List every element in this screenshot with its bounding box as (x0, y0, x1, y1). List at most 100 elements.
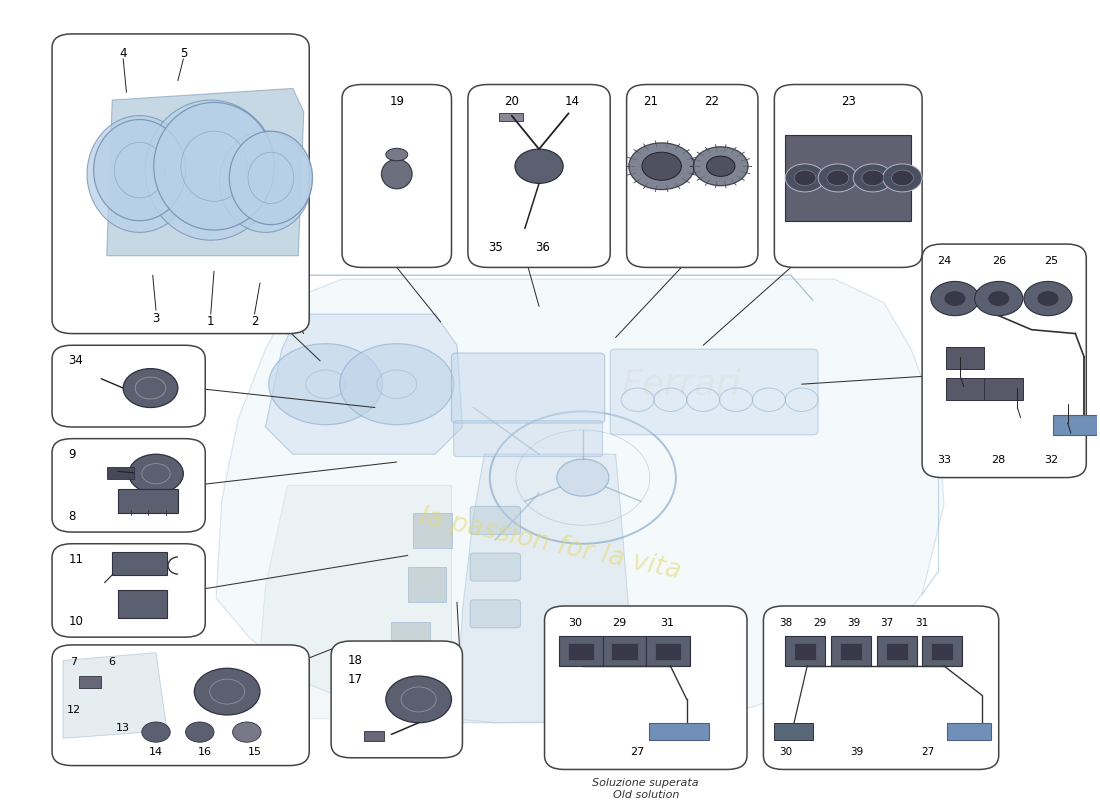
Text: 37: 37 (880, 618, 893, 628)
Text: 5: 5 (179, 47, 187, 60)
FancyBboxPatch shape (610, 349, 818, 434)
Bar (118, 490, 178, 513)
FancyBboxPatch shape (470, 600, 520, 628)
Text: 20: 20 (504, 95, 519, 108)
Bar (107, 466, 134, 479)
Circle shape (975, 282, 1023, 316)
FancyBboxPatch shape (52, 34, 309, 334)
Text: 26: 26 (992, 256, 1005, 266)
Bar (408, 567, 446, 602)
FancyBboxPatch shape (774, 85, 922, 267)
Circle shape (232, 722, 261, 742)
Circle shape (931, 282, 979, 316)
FancyBboxPatch shape (52, 645, 309, 766)
Text: 8: 8 (68, 510, 76, 523)
Circle shape (186, 722, 214, 742)
Polygon shape (107, 88, 304, 256)
Text: 36: 36 (535, 242, 550, 254)
Text: 19: 19 (389, 95, 405, 108)
Ellipse shape (87, 116, 192, 232)
Bar (832, 636, 871, 666)
Bar (1054, 415, 1097, 434)
Circle shape (642, 152, 681, 180)
Bar (647, 636, 690, 666)
Bar (946, 347, 984, 369)
Text: 23: 23 (840, 95, 856, 108)
Circle shape (988, 290, 1010, 306)
Circle shape (515, 149, 563, 183)
Text: 11: 11 (68, 553, 84, 566)
Text: 22: 22 (704, 95, 719, 108)
Bar (931, 642, 953, 660)
Text: 24: 24 (937, 256, 952, 266)
Circle shape (557, 459, 609, 496)
Circle shape (1037, 290, 1059, 306)
Bar (392, 622, 430, 657)
Polygon shape (63, 653, 167, 738)
Bar (112, 551, 167, 575)
Ellipse shape (94, 119, 186, 221)
Polygon shape (456, 454, 638, 722)
Text: 13: 13 (117, 723, 130, 734)
Text: 25: 25 (1044, 256, 1058, 266)
Text: 30: 30 (779, 747, 792, 758)
Text: 6: 6 (109, 657, 116, 667)
Text: 35: 35 (488, 242, 503, 254)
Bar (774, 722, 813, 740)
Circle shape (629, 143, 694, 190)
Bar (794, 642, 816, 660)
FancyBboxPatch shape (52, 438, 206, 532)
Polygon shape (217, 279, 944, 722)
Circle shape (854, 164, 892, 192)
Ellipse shape (220, 131, 311, 232)
FancyBboxPatch shape (544, 606, 747, 770)
Text: 10: 10 (68, 615, 84, 628)
Text: 39: 39 (848, 618, 861, 628)
Text: Old solution: Old solution (613, 790, 679, 800)
Circle shape (142, 722, 170, 742)
Text: 38: 38 (779, 618, 792, 628)
Text: 7: 7 (70, 657, 77, 667)
Bar (118, 590, 167, 618)
Polygon shape (265, 314, 462, 454)
Bar (414, 513, 451, 548)
Circle shape (340, 344, 453, 425)
Circle shape (268, 344, 383, 425)
Bar (568, 642, 594, 660)
Circle shape (818, 164, 858, 192)
Text: Ferrari: Ferrari (621, 367, 741, 401)
Bar (656, 642, 681, 660)
Text: 1: 1 (207, 315, 215, 329)
Text: 29: 29 (612, 618, 626, 628)
FancyBboxPatch shape (52, 544, 206, 637)
Circle shape (944, 290, 966, 306)
Bar (947, 722, 991, 740)
Text: 30: 30 (569, 618, 582, 628)
FancyBboxPatch shape (52, 346, 206, 427)
Bar (498, 114, 522, 121)
Text: 28: 28 (991, 455, 1005, 466)
Circle shape (129, 454, 184, 493)
Circle shape (891, 170, 913, 186)
Circle shape (693, 146, 748, 186)
FancyBboxPatch shape (331, 641, 462, 758)
Text: 27: 27 (630, 747, 645, 758)
Text: 15: 15 (248, 746, 262, 757)
Text: 3: 3 (152, 311, 160, 325)
Text: 17: 17 (348, 674, 363, 686)
Text: 14: 14 (148, 746, 163, 757)
FancyBboxPatch shape (342, 85, 451, 267)
Text: 34: 34 (68, 354, 84, 367)
FancyBboxPatch shape (763, 606, 999, 770)
Bar (364, 731, 384, 741)
FancyBboxPatch shape (470, 553, 520, 581)
Bar (603, 636, 647, 666)
Text: Soluzione superata: Soluzione superata (593, 778, 700, 789)
Text: la passion for la vita: la passion for la vita (417, 503, 683, 584)
Bar (886, 642, 907, 660)
Bar (946, 378, 984, 400)
Bar (559, 636, 603, 666)
Bar (840, 642, 862, 660)
Ellipse shape (154, 102, 274, 230)
Ellipse shape (386, 148, 408, 161)
